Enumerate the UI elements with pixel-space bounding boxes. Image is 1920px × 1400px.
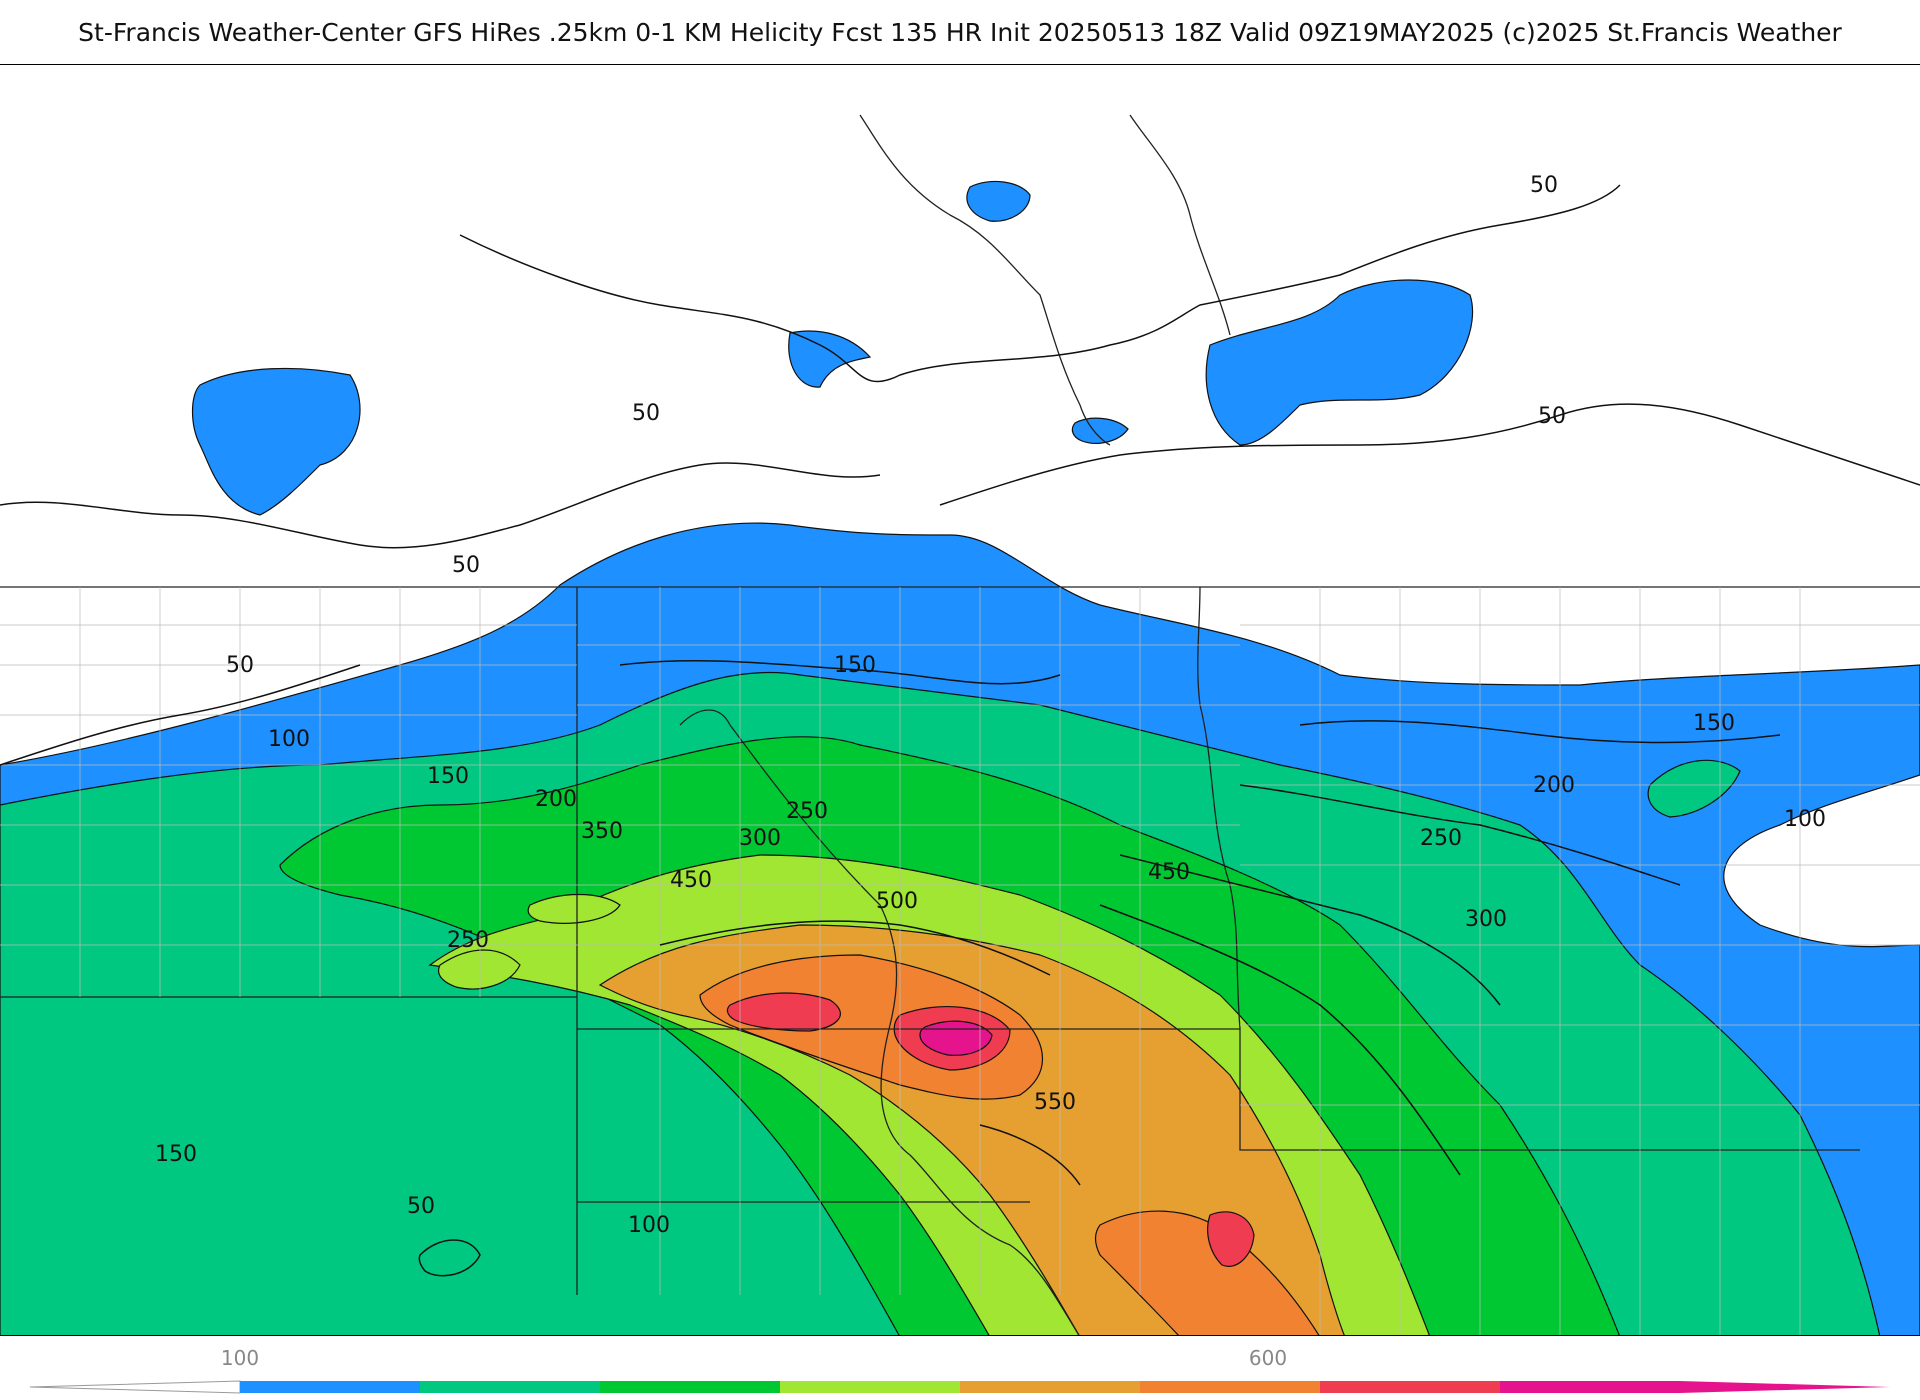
contour-label: 300: [1465, 907, 1507, 932]
colorbar-segment: [1140, 1381, 1321, 1393]
helicity-band-100-small2: [1071, 417, 1129, 444]
map-title: St-Francis Weather-Center GFS HiRes .25k…: [78, 17, 1842, 47]
contour-label: 550: [1034, 1090, 1076, 1115]
contour-label: 350: [581, 819, 623, 844]
colorbar-segment: [1500, 1381, 1681, 1393]
contour-200-east: [1239, 784, 1681, 886]
contour-label: 250: [786, 799, 828, 824]
river-missouri: [679, 709, 1080, 1335]
contour-300-east: [1099, 904, 1461, 1176]
contour-label: 50: [226, 653, 254, 678]
helicity-band-100-north: [1205, 279, 1474, 446]
helicity-band-100-small: [788, 330, 872, 388]
contour-50-east: [939, 403, 1920, 506]
helicity-contours: [0, 184, 1920, 1277]
county-grid-4: [659, 587, 1141, 1295]
colorbar-low-arrow: [30, 1380, 241, 1394]
helicity-band-500-south: [1094, 1210, 1320, 1335]
contour-label: 100: [1784, 807, 1826, 832]
contour-150-north: [619, 659, 1061, 685]
contour-labels: 50 50 50 50 50 50 100 100 100 150 150 15…: [155, 173, 1826, 1238]
contour-100-west: [0, 664, 361, 766]
contour-150-east: [1299, 720, 1781, 744]
helicity-band-550: [726, 992, 841, 1032]
helicity-band-350-west: [437, 949, 521, 990]
contour-label: 100: [628, 1213, 670, 1238]
contour-label: 150: [427, 764, 469, 789]
contour-label: 50: [632, 401, 660, 426]
boundary-lines: [0, 114, 1920, 1335]
county-grid-6: [1319, 587, 1801, 1335]
contour-label: 150: [1693, 711, 1735, 736]
colorbar: 100 600: [0, 1336, 1920, 1400]
colorbar-strip: [30, 1380, 1890, 1394]
county-grid-2: [79, 587, 481, 997]
helicity-fill-layer: [0, 180, 1920, 1335]
contour-label: 450: [1148, 860, 1190, 885]
contour-label: 300: [739, 826, 781, 851]
contour-label: 50: [1538, 404, 1566, 429]
helicity-band-550-south: [1207, 1211, 1255, 1267]
coastline-north: [1129, 114, 1231, 336]
coastline-hudson-bay: [859, 114, 1111, 446]
contour-label: 50: [452, 553, 480, 578]
colorbar-segment: [420, 1381, 601, 1393]
county-lines: [0, 587, 1920, 1335]
colorbar-segment: [240, 1381, 421, 1393]
helicity-band-350-nw: [527, 893, 621, 924]
contour-label: 500: [876, 889, 918, 914]
state-line-east-west-2: [577, 1028, 1860, 1151]
contour-label: 50: [1530, 173, 1558, 198]
contour-label: 200: [535, 787, 577, 812]
contour-50-mid: [0, 462, 881, 549]
colorbar-segment: [1320, 1381, 1501, 1393]
contour-label: 200: [1533, 773, 1575, 798]
contour-label: 150: [155, 1142, 197, 1167]
helicity-band-150-east: [1647, 759, 1741, 818]
colorbar-tick-label: 100: [220, 1346, 260, 1370]
helicity-band-100-west: [191, 367, 361, 516]
contour-50-small: [418, 1239, 481, 1277]
contour-550-inner: [979, 1124, 1081, 1186]
contour-label: 250: [1420, 826, 1462, 851]
contour-250-east: [1119, 854, 1501, 1006]
contour-label: 100: [268, 727, 310, 752]
colorbar-segment: [960, 1381, 1141, 1393]
contour-label: 50: [407, 1194, 435, 1219]
county-grid-3: [577, 644, 1240, 946]
colorbar-tick-label: 600: [1248, 1346, 1288, 1370]
contour-label: 250: [447, 928, 489, 953]
helicity-map: 50 50 50 50 50 50 100 100 100 150 150 15…: [0, 64, 1920, 1336]
helicity-band-100-oval: [966, 180, 1031, 222]
county-grid-5: [1240, 624, 1920, 1106]
colorbar-high-arrow: [1680, 1381, 1890, 1393]
contour-label: 450: [670, 868, 712, 893]
state-line-east: [1197, 586, 1241, 1030]
helicity-band-600: [919, 1020, 993, 1056]
contour-450-inner: [659, 920, 1051, 976]
colorbar-segment: [600, 1381, 781, 1393]
contour-label: 150: [834, 653, 876, 678]
contour-50-north: [459, 184, 1621, 383]
colorbar-segment: [780, 1381, 961, 1393]
map-canvas: 50 50 50 50 50 50 100 100 100 150 150 15…: [0, 114, 1920, 1335]
colorbar-segments: [240, 1381, 1681, 1393]
county-grid-1: [0, 624, 577, 946]
